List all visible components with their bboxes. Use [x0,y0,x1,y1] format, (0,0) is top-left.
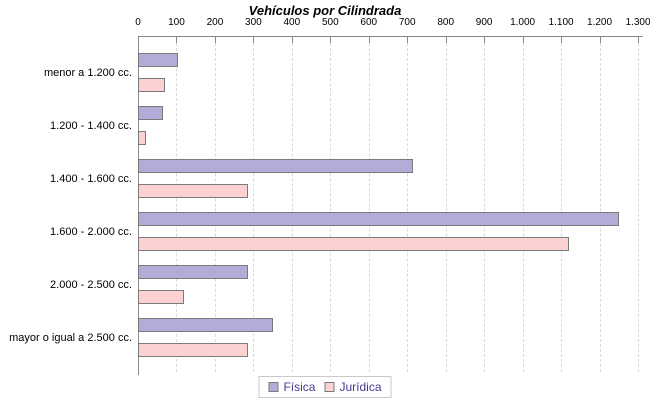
legend-swatch-fisica [268,382,279,392]
x-axis-tick-label: 700 [398,17,416,28]
bar-juridica [138,184,248,198]
gridline [638,43,639,372]
legend: Física Jurídica [258,376,392,398]
x-axis-tick-label: 400 [283,17,301,28]
legend-swatch-juridica [324,382,335,392]
x-axis-tick [291,36,293,43]
legend-label-fisica: Física [283,380,316,394]
y-axis-line [138,36,139,375]
bar-juridica [138,237,569,251]
x-axis-line [138,36,643,37]
category-label: 2.000 - 2.500 cc. [50,279,132,291]
x-axis-tick [253,36,255,43]
category-label: 1.400 - 1.600 cc. [50,173,132,185]
gridline [291,43,293,372]
x-axis-tick-label: 1.300 [625,17,650,28]
gridline [253,43,255,372]
x-axis-tick-label: 500 [321,17,339,28]
gridline [599,43,601,372]
category-label: menor a 1.200 cc. [43,67,132,79]
bar-fisica [138,159,413,173]
gridline [214,43,216,372]
gridline [522,43,524,372]
gridline [176,43,178,372]
bar-juridica [138,343,248,357]
gridline [484,43,486,372]
x-axis-tick-label: 1.000 [510,17,536,28]
x-axis-tick-label: 600 [360,17,378,28]
x-axis-tick-label: 200 [206,17,224,28]
x-axis-tick [599,36,601,43]
x-axis-tick-label: 1.100 [548,17,574,28]
bar-fisica [138,106,163,120]
x-axis-tick [522,36,524,43]
legend-label-juridica: Jurídica [339,380,382,394]
gridline [368,43,370,372]
x-axis-tick [214,36,216,43]
category-label: 1.600 - 2.000 cc. [50,226,132,238]
gridline [407,43,409,372]
x-axis-tick-label: 1.200 [587,17,613,28]
x-axis-tick-label: 300 [245,17,262,28]
x-axis-tick [176,36,178,43]
x-axis-tick-label: 0 [135,17,141,28]
x-axis-tick [445,36,447,43]
bar-fisica [138,265,248,279]
bar-juridica [138,131,146,145]
x-axis-tick [407,36,409,43]
category-label: mayor o igual a 2.500 cc. [9,332,132,344]
bar-juridica [138,78,165,92]
bar-fisica [138,212,619,226]
x-axis-tick [638,36,639,43]
x-axis-tick [561,36,563,43]
x-axis-tick [330,36,332,43]
x-axis-tick-label: 100 [168,17,185,28]
x-axis-tick-label: 800 [437,17,455,28]
legend-item-juridica: Jurídica [324,380,382,394]
x-axis-tick [484,36,486,43]
category-label: 1.200 - 1.400 cc. [50,120,132,132]
chart-title: Vehículos por Cilindrada [248,3,402,18]
bar-fisica [138,318,273,332]
bar-juridica [138,290,184,304]
bar-fisica [138,53,178,67]
x-axis-tick [368,36,370,43]
gridline [561,43,563,372]
gridline [330,43,332,372]
legend-item-fisica: Física [268,381,315,393]
gridline [445,43,447,372]
x-axis-tick-label: 900 [475,17,493,28]
